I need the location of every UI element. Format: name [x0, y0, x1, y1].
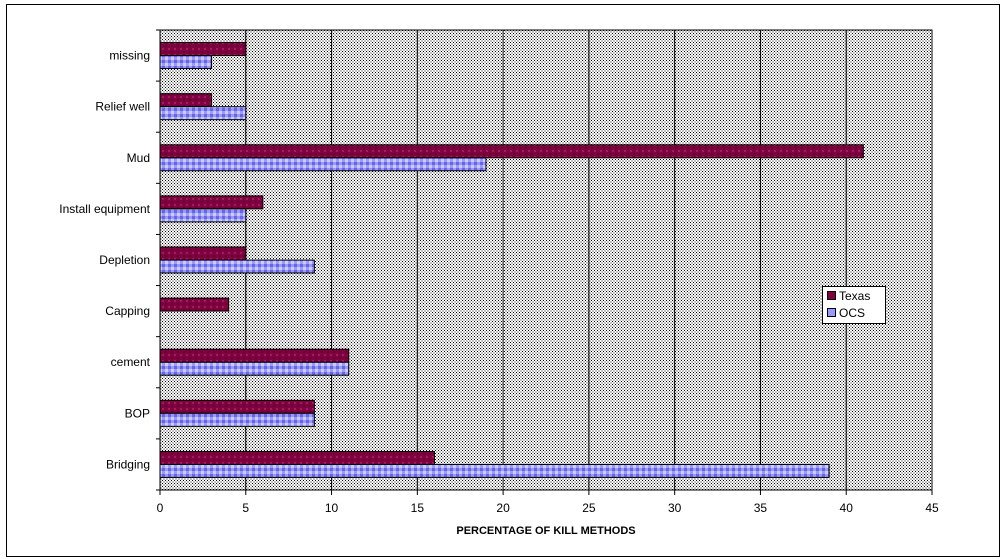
- y-tick-label: Mud: [127, 151, 150, 165]
- legend-item-ocs: OCS: [823, 304, 885, 321]
- bar-ocs: [159, 259, 315, 274]
- legend-item-texas: Texas: [823, 287, 885, 304]
- bar-ocs: [159, 208, 247, 223]
- x-tick-label: 45: [925, 501, 939, 515]
- bar-texas: [159, 93, 212, 108]
- x-tick-label: 25: [582, 501, 596, 515]
- bars: [159, 42, 864, 478]
- bar-texas: [159, 450, 435, 465]
- legend: Texas OCS: [822, 286, 886, 324]
- y-tick-label: BOP: [125, 406, 150, 420]
- bar-texas: [159, 42, 247, 57]
- legend-label-texas: Texas: [839, 288, 871, 303]
- y-tick-label: cement: [111, 355, 151, 369]
- gridlines: [245, 30, 933, 490]
- bar-ocs: [159, 106, 247, 121]
- legend-label-ocs: OCS: [839, 305, 866, 320]
- bar-ocs: [159, 157, 487, 172]
- x-tick-label: 5: [242, 501, 249, 515]
- bar-texas: [159, 246, 247, 261]
- y-tick-label: Install equipment: [59, 202, 150, 216]
- y-tick-label: Depletion: [99, 253, 150, 267]
- x-tick-label: 35: [754, 501, 768, 515]
- legend-swatch-ocs: [827, 308, 836, 317]
- x-axis-title: PERCENTAGE OF KILL METHODS: [456, 525, 635, 537]
- y-tick-label: Relief well: [95, 100, 150, 114]
- bar-texas: [159, 297, 230, 312]
- legend-swatch-texas: [827, 291, 836, 300]
- bar-ocs: [159, 55, 212, 70]
- y-axis: missing Relief well Mud Install equipment De…: [59, 29, 161, 491]
- x-tick-label: 20: [496, 501, 510, 515]
- bar-ocs: [159, 463, 830, 478]
- y-tick-label: Capping: [105, 304, 150, 318]
- y-tick-label: Bridging: [106, 457, 150, 471]
- x-axis: 0 5 10 15 20 25 30 35 40 45: [157, 489, 939, 515]
- y-tick-label: missing: [109, 49, 150, 63]
- bar-texas: [159, 399, 315, 414]
- bar-texas: [159, 195, 264, 210]
- bar-ocs: [159, 361, 350, 376]
- x-tick-label: 0: [157, 501, 164, 515]
- bar-texas: [159, 144, 864, 159]
- x-tick-label: 10: [325, 501, 339, 515]
- x-tick-label: 40: [840, 501, 854, 515]
- bar-texas: [159, 348, 350, 363]
- x-tick-label: 15: [411, 501, 425, 515]
- x-tick-label: 30: [668, 501, 682, 515]
- bar-ocs: [159, 412, 315, 427]
